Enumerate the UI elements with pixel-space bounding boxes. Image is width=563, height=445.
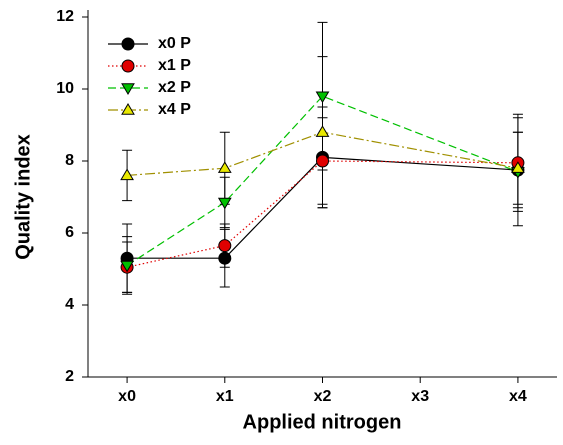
x-tick-label: x4 [509, 388, 527, 405]
legend-label: x4 P [158, 101, 191, 118]
x-tick-label: x3 [411, 388, 429, 405]
y-tick-label: 8 [65, 152, 74, 169]
y-axis-label: Quality index [12, 134, 34, 260]
legend-marker [121, 103, 135, 115]
legend-label: x0 P [158, 35, 191, 52]
legend-marker [121, 37, 135, 51]
x-tick-label: x0 [118, 388, 136, 405]
data-point [120, 168, 134, 181]
x-axis-label: Applied nitrogen [243, 411, 402, 433]
series-line [127, 156, 518, 259]
y-tick-label: 4 [65, 296, 74, 313]
data-point [120, 260, 134, 273]
data-point [218, 239, 232, 253]
y-tick-label: 2 [65, 368, 74, 385]
y-tick-label: 6 [65, 224, 74, 241]
x-tick-label: x1 [216, 388, 234, 405]
legend-label: x2 P [158, 79, 191, 96]
data-point [217, 197, 232, 210]
data-point [315, 91, 330, 104]
x-tick-label: x2 [314, 388, 332, 405]
legend-marker [121, 59, 135, 73]
y-tick-label: 12 [56, 8, 74, 25]
series-line [126, 160, 518, 268]
data-point [218, 251, 232, 265]
y-tick-label: 10 [56, 80, 74, 97]
legend-label: x1 P [158, 57, 191, 74]
series-line [126, 95, 519, 266]
data-point [315, 125, 330, 137]
data-point [217, 161, 232, 173]
legend-marker [121, 83, 135, 95]
data-point [511, 161, 525, 173]
data-point [316, 154, 329, 168]
series-line [127, 131, 519, 176]
